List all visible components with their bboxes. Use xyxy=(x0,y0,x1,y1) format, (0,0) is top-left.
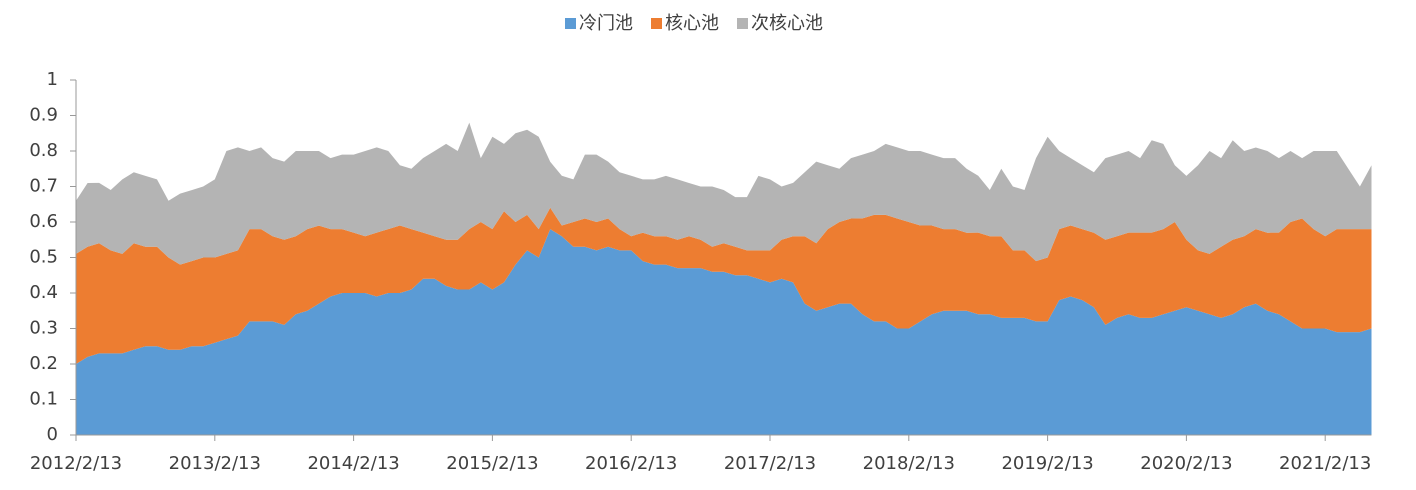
y-tick-label: 0 xyxy=(47,424,58,445)
x-tick-label: 2012/2/13 xyxy=(30,453,122,474)
x-tick-label: 2020/2/13 xyxy=(1140,453,1232,474)
x-tick-label: 2019/2/13 xyxy=(1001,453,1093,474)
x-tick-label: 2017/2/13 xyxy=(724,453,816,474)
area xyxy=(76,229,1372,435)
y-tick-label: 1 xyxy=(47,69,58,90)
y-tick-label: 0.7 xyxy=(29,176,58,197)
x-tick-label: 2021/2/13 xyxy=(1279,453,1371,474)
y-tick-label: 0.4 xyxy=(29,282,58,303)
y-tick-label: 0.1 xyxy=(29,389,58,410)
x-tick-label: 2016/2/13 xyxy=(585,453,677,474)
legend-label: 次核心池 xyxy=(751,13,823,34)
y-tick-label: 0.5 xyxy=(29,247,58,268)
y-tick-label: 0.8 xyxy=(29,140,58,161)
y-tick-label: 0.9 xyxy=(29,105,58,126)
x-tick-label: 2015/2/13 xyxy=(446,453,538,474)
y-tick-label: 0.2 xyxy=(29,353,58,374)
legend-swatch xyxy=(651,18,662,29)
x-tick-label: 2018/2/13 xyxy=(863,453,955,474)
legend-label: 核心池 xyxy=(665,13,719,34)
area xyxy=(76,122,1372,265)
x-tick-label: 2014/2/13 xyxy=(307,453,399,474)
legend-swatch xyxy=(737,18,748,29)
legend-label: 冷门池 xyxy=(579,13,633,34)
legend-swatch xyxy=(565,18,576,29)
y-tick-label: 0.6 xyxy=(29,211,58,232)
area xyxy=(76,207,1372,364)
x-tick-label: 2013/2/13 xyxy=(169,453,261,474)
y-tick-label: 0.3 xyxy=(29,318,58,339)
